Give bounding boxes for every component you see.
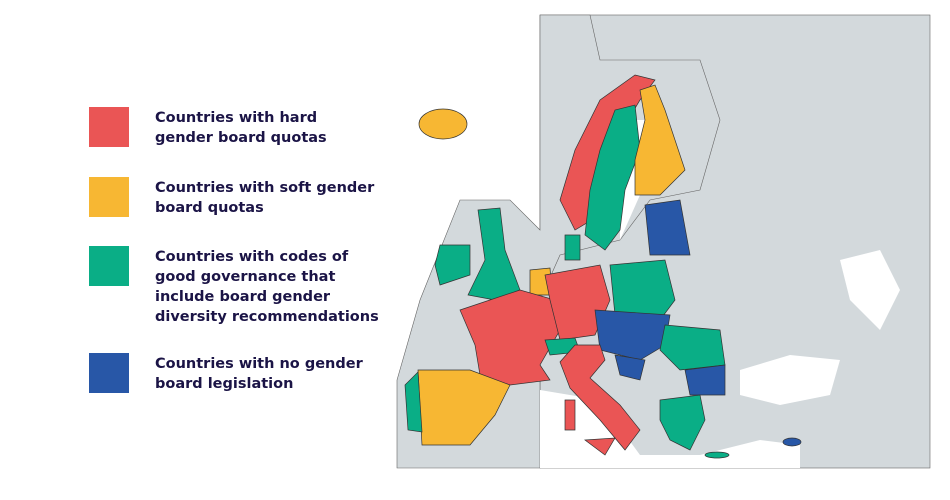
country — [417, 369, 511, 446]
country — [559, 344, 641, 451]
country — [594, 309, 671, 361]
legend-swatch — [89, 107, 129, 147]
country — [609, 259, 676, 321]
legend-label: Countries with no gender — [155, 356, 364, 372]
legend-label: board quotas — [155, 200, 264, 216]
country — [434, 244, 471, 286]
country — [704, 451, 730, 459]
legend-label: Countries with soft gender — [155, 180, 375, 196]
country — [634, 84, 686, 196]
country — [659, 394, 706, 451]
country — [684, 364, 726, 396]
country — [614, 354, 646, 381]
legend-swatch — [89, 353, 129, 393]
country — [584, 437, 616, 456]
country — [544, 264, 611, 341]
sea — [840, 250, 900, 330]
legend-label: gender board quotas — [155, 130, 327, 146]
legend-label: good governance that — [155, 269, 335, 285]
legend-label: Countries with codes of — [155, 249, 349, 265]
country — [644, 199, 691, 256]
legend-label: board legislation — [155, 376, 293, 392]
country — [418, 108, 468, 140]
legend: Countries with hard gender board quotas Co… — [89, 107, 379, 393]
country — [584, 104, 641, 251]
legend-label: diversity recommendations — [155, 309, 379, 325]
country — [564, 399, 576, 431]
country — [459, 289, 561, 386]
sea — [740, 355, 840, 405]
country — [782, 437, 802, 447]
legend-swatch — [89, 246, 129, 286]
map — [396, 14, 931, 469]
country — [564, 234, 581, 261]
country — [404, 371, 423, 433]
legend-label: Countries with hard — [155, 110, 317, 126]
legend-label: include board gender — [155, 289, 331, 305]
legend-swatch — [89, 177, 129, 217]
